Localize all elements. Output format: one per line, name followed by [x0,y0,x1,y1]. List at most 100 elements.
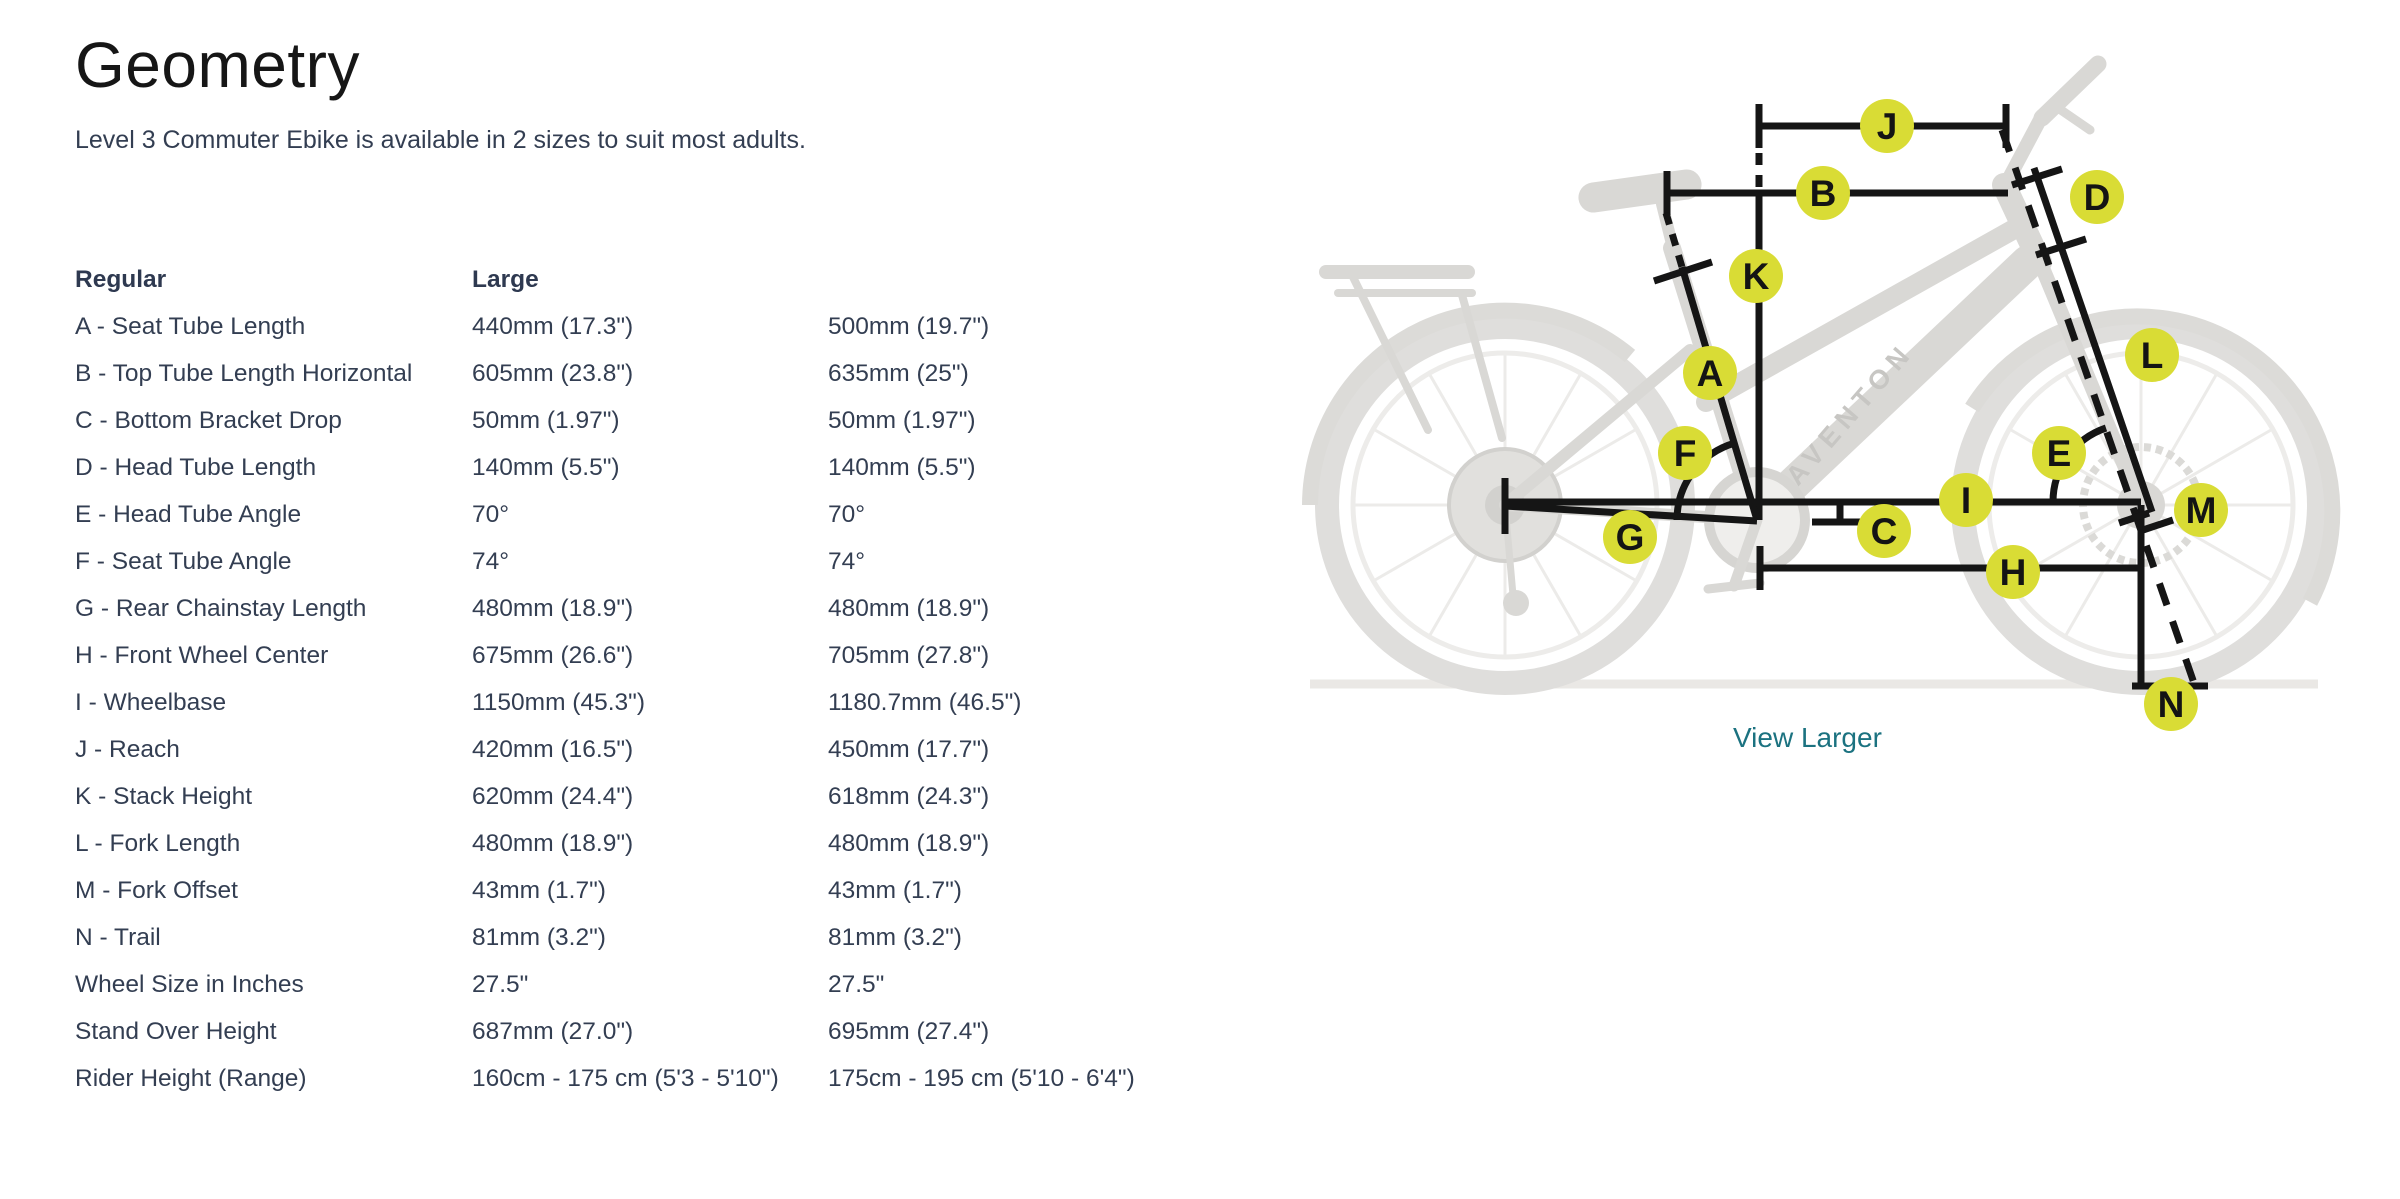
row-large-value: 705mm (27.8") [828,641,990,669]
label-K: K [1729,249,1783,303]
row-large-value: 43mm (1.7") [828,876,962,904]
row-regular-value: 675mm (26.6") [472,641,634,669]
row-large-value: 450mm (17.7") [828,735,990,763]
svg-text:N: N [2158,684,2185,725]
table-row: D - Head Tube Length 140mm (5.5") 140mm … [75,444,1135,491]
row-regular-value: 27.5" [472,970,529,998]
row-label: C - Bottom Bracket Drop [75,406,342,434]
table-row: G - Rear Chainstay Length 480mm (18.9") … [75,585,1135,632]
row-large-value: 70° [828,500,866,528]
row-label: I - Wheelbase [75,688,227,716]
label-M: M [2174,483,2228,537]
svg-text:H: H [2000,552,2027,593]
saddle [1578,169,1702,213]
label-J: J [1860,99,1914,153]
row-large-value: 695mm (27.4") [828,1017,990,1045]
svg-text:K: K [1743,256,1770,297]
svg-text:I: I [1961,480,1971,521]
row-regular-value: 81mm (3.2") [472,923,606,951]
row-regular-value: 420mm (16.5") [472,735,634,763]
table-row: B - Top Tube Length Horizontal 605mm (23… [75,350,1135,397]
row-large-value: 618mm (24.3") [828,782,990,810]
front-fender [1965,308,2341,606]
svg-text:F: F [1674,433,1697,474]
label-N: N [2144,677,2198,731]
table-row: Rider Height (Range) 160cm - 175 cm (5'3… [75,1055,1135,1102]
row-large-value: 635mm (25") [828,359,969,387]
row-label: E - Head Tube Angle [75,500,302,528]
svg-text:M: M [2186,490,2217,531]
table-row: L - Fork Length 480mm (18.9") 480mm (18.… [75,820,1135,867]
row-label: Rider Height (Range) [75,1064,307,1092]
row-regular-value: 50mm (1.97") [472,406,620,434]
rear-rack [1319,265,1506,442]
row-large-value: 500mm (19.7") [828,312,990,340]
svg-text:J: J [1877,106,1898,147]
row-label: N - Trail [75,923,161,951]
table-row: K - Stack Height 620mm (24.4") 618mm (24… [75,773,1135,820]
svg-text:L: L [2141,335,2164,376]
row-regular-value: 480mm (18.9") [472,829,634,857]
svg-text:B: B [1810,173,1837,214]
row-large-value: 1180.7mm (46.5") [828,688,1022,716]
row-label: K - Stack Height [75,782,253,810]
row-label: Wheel Size in Inches [75,970,304,998]
row-large-value: 480mm (18.9") [828,829,990,857]
svg-text:E: E [2047,433,2072,474]
row-label: B - Top Tube Length Horizontal [75,359,413,387]
row-large-value: 140mm (5.5") [828,453,976,481]
row-label: A - Seat Tube Length [75,312,306,340]
label-I: I [1939,473,1993,527]
table-row: Wheel Size in Inches 27.5" 27.5" [75,961,1135,1008]
svg-text:G: G [1616,517,1645,558]
label-G: G [1603,510,1657,564]
row-regular-value: 43mm (1.7") [472,876,606,904]
label-A: A [1683,346,1737,400]
table-row: H - Front Wheel Center 675mm (26.6") 705… [75,632,1135,679]
row-label: D - Head Tube Length [75,453,317,481]
geometry-table: Regular Large A - Seat Tube Length 440mm… [75,256,1135,1102]
row-regular-value: 605mm (23.8") [472,359,634,387]
row-large-value: 27.5" [828,970,885,998]
table-row: A - Seat Tube Length 440mm (17.3") 500mm… [75,303,1135,350]
table-row: E - Head Tube Angle 70° 70° [75,491,1135,538]
table-row: I - Wheelbase 1150mm (45.3") 1180.7mm (4… [75,679,1135,726]
table-row: J - Reach 420mm (16.5") 450mm (17.7") [75,726,1135,773]
row-regular-value: 687mm (27.0") [472,1017,634,1045]
page-title: Geometry [75,29,360,101]
row-regular-value: 620mm (24.4") [472,782,634,810]
label-B: B [1796,166,1850,220]
svg-text:A: A [1697,353,1724,394]
row-regular-value: 440mm (17.3") [472,312,634,340]
table-row: Stand Over Height 687mm (27.0") 695mm (2… [75,1008,1135,1055]
bike-silhouette: AVENTON [1302,55,2341,695]
table-row: N - Trail 81mm (3.2") 81mm (3.2") [75,914,1135,961]
row-label: M - Fork Offset [75,876,238,904]
label-F: F [1658,426,1712,480]
row-label: H - Front Wheel Center [75,641,329,669]
header-regular: Regular [75,265,167,293]
label-E: E [2032,426,2086,480]
row-regular-value: 160cm - 175 cm (5'3 - 5'10") [472,1064,779,1092]
derailleur [1503,590,1529,616]
table-row: F - Seat Tube Angle 74° 74° [75,538,1135,585]
row-regular-value: 480mm (18.9") [472,594,634,622]
row-regular-value: 140mm (5.5") [472,453,620,481]
diagram-labels: A B C D E F G H I J K L M N [1603,99,2228,731]
row-large-value: 74° [828,547,866,575]
row-large-value: 50mm (1.97") [828,406,976,434]
label-H: H [1986,545,2040,599]
rear-fender [1302,302,1636,506]
label-C: C [1857,504,1911,558]
svg-text:C: C [1871,511,1898,552]
row-regular-value: 1150mm (45.3") [472,688,646,716]
header-large: Large [472,265,539,293]
svg-text:D: D [2084,177,2111,218]
row-regular-value: 74° [472,547,510,575]
table-row: C - Bottom Bracket Drop 50mm (1.97") 50m… [75,397,1135,444]
row-large-value: 480mm (18.9") [828,594,990,622]
view-larger-link[interactable]: View Larger [1733,722,1882,753]
row-regular-value: 70° [472,500,510,528]
table-row: M - Fork Offset 43mm (1.7") 43mm (1.7") [75,867,1135,914]
